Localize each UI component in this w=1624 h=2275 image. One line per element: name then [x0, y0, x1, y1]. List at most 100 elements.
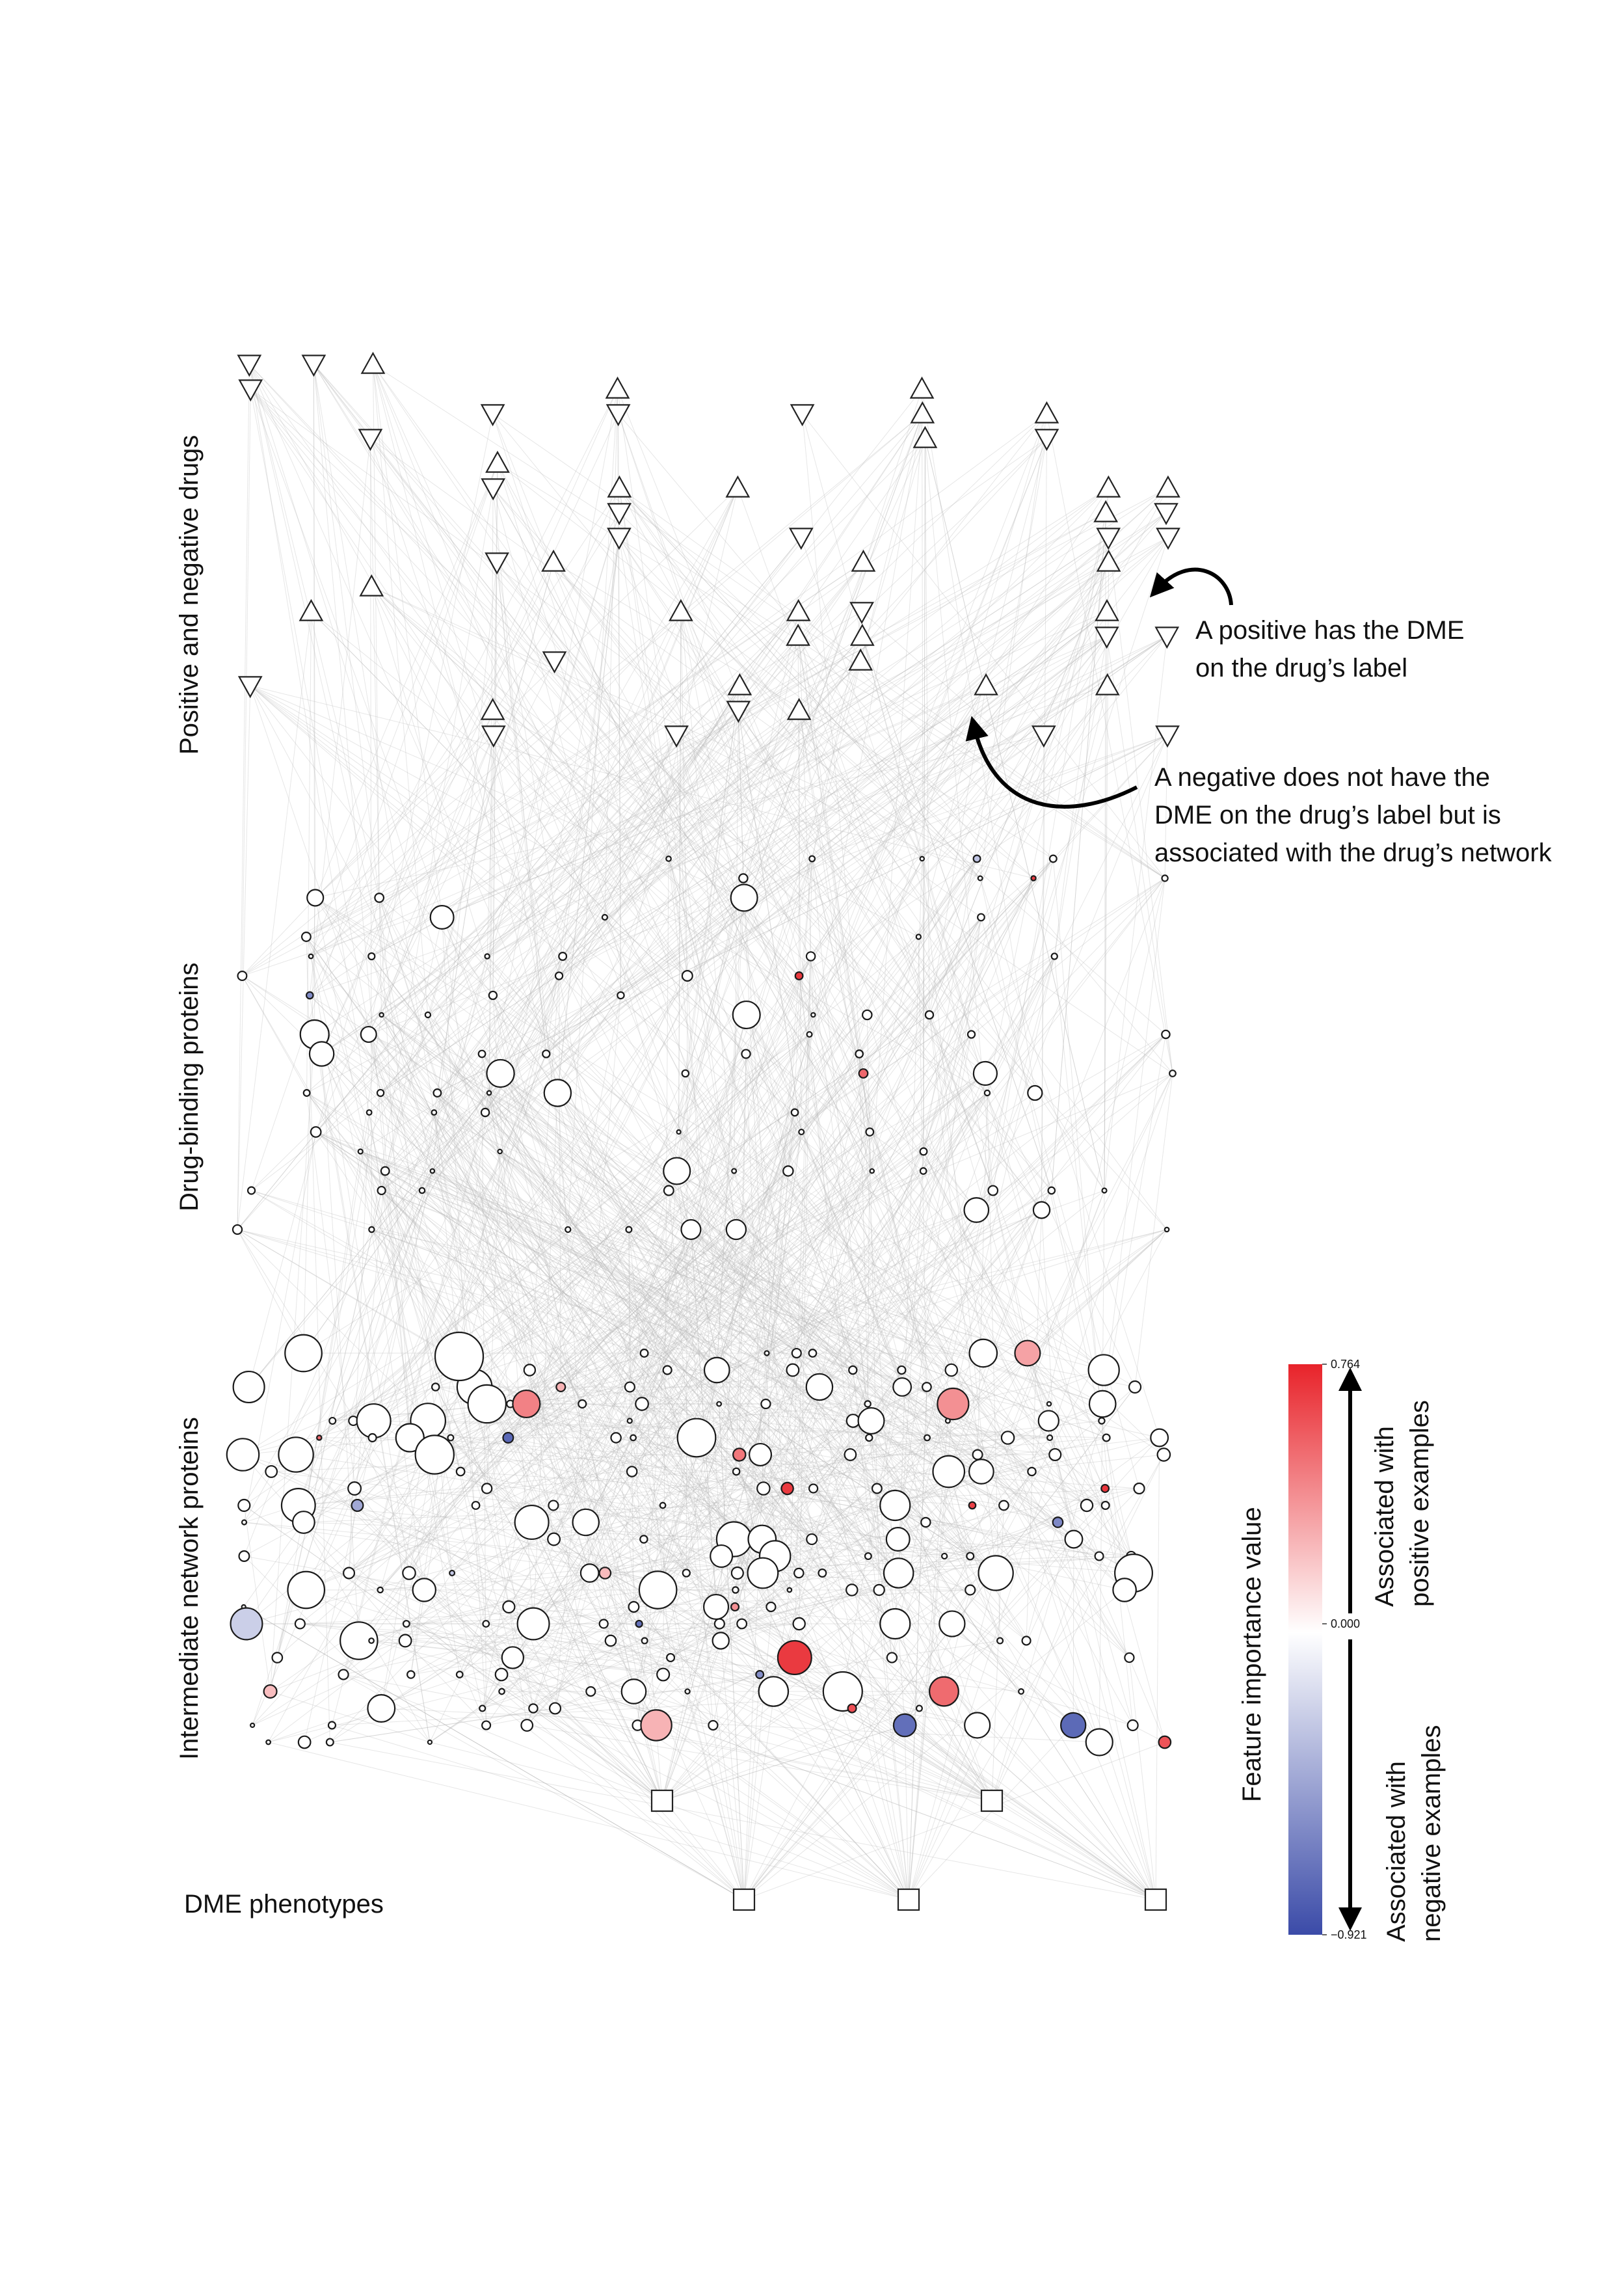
network-edge — [926, 1386, 1100, 1743]
network-edge — [526, 878, 1034, 1405]
binding-protein-node — [246, 1186, 256, 1195]
network-edge — [380, 956, 563, 1591]
network-edge — [629, 1190, 1052, 1421]
network-edge — [306, 936, 330, 1743]
network-edge — [429, 956, 812, 1743]
binding-protein-node — [300, 932, 312, 942]
network-edge — [242, 561, 864, 976]
binding-protein-node — [554, 971, 564, 980]
network-edge — [923, 438, 925, 1172]
network-edge — [812, 537, 1169, 859]
network-edge — [859, 1053, 971, 1591]
network-edge — [546, 487, 1169, 1055]
intermediate-protein-node — [502, 1600, 516, 1614]
network-edge — [437, 734, 1168, 1094]
network-edge — [409, 1190, 669, 1438]
network-edge — [668, 710, 799, 859]
network-edge — [678, 561, 1109, 1133]
network-edge — [306, 1092, 896, 1624]
network-edge — [859, 1053, 870, 1438]
network-edge — [680, 611, 981, 879]
network-edge — [604, 388, 619, 918]
network-edge — [371, 956, 812, 1540]
network-edge — [555, 1014, 747, 1709]
network-edge — [371, 561, 1109, 957]
network-edge — [510, 1403, 1165, 1743]
network-edge — [980, 917, 1140, 1489]
intermediate-protein-node — [635, 1397, 649, 1411]
network-edge — [298, 1437, 1107, 1506]
network-edge — [746, 1014, 1100, 1557]
binding-protein-node — [1161, 1029, 1171, 1040]
network-edge — [492, 487, 988, 1094]
network-edge — [908, 1471, 950, 1900]
network-edge — [687, 1691, 909, 1900]
binding-protein-node — [433, 1088, 442, 1097]
negative-drug-triangle — [358, 429, 383, 451]
intermediate-protein-node — [294, 1618, 306, 1630]
network-edge — [668, 1190, 872, 1421]
network-edge — [309, 995, 814, 1489]
binding-protein-node — [477, 1049, 486, 1058]
network-edge — [270, 1190, 993, 1692]
network-edge — [368, 734, 1168, 1035]
network-edge — [719, 1623, 992, 1801]
intermediate-protein-node — [938, 1610, 966, 1637]
binding-protein-node — [431, 1109, 438, 1116]
network-edge — [486, 1170, 789, 1405]
network-edge — [485, 487, 738, 1113]
network-edge — [951, 1190, 1052, 1371]
positive-drug-triangle — [1096, 549, 1121, 572]
network-edge — [1072, 1539, 1074, 1726]
network-edge — [775, 1369, 902, 1557]
network-edge — [661, 1471, 950, 1801]
network-edge — [492, 710, 814, 1016]
network-edge — [929, 1014, 1134, 1726]
network-edge — [773, 1691, 978, 1726]
network-edge — [663, 858, 669, 1675]
binding-protein-node — [676, 1129, 682, 1135]
network-edge — [667, 1369, 909, 1900]
network-edge — [868, 1437, 1130, 1658]
network-edge — [643, 1034, 1166, 1540]
network-edge — [661, 1640, 721, 1801]
network-edge — [789, 956, 812, 1591]
intermediate-protein-node — [291, 1511, 315, 1534]
intermediate-protein-node — [732, 1467, 741, 1476]
network-edge — [252, 858, 1054, 1726]
intermediate-protein-node — [710, 1544, 734, 1568]
network-edge — [421, 1190, 812, 1540]
intermediate-protein-node — [278, 1436, 314, 1473]
network-edge — [668, 1190, 1022, 1692]
network-edge — [908, 1572, 996, 1900]
intermediate-protein-node — [481, 1720, 492, 1730]
network-edge — [360, 1151, 920, 1709]
network-edge — [486, 1073, 686, 1489]
network-edge — [901, 1386, 944, 1692]
network-edge — [500, 1073, 799, 1574]
network-edge — [510, 1403, 869, 1557]
intermediate-protein-node — [944, 1363, 959, 1377]
network-edge — [276, 1131, 870, 1658]
intermediate-protein-node — [351, 1498, 364, 1513]
network-edge — [1051, 487, 1109, 1191]
network-edge — [546, 561, 1109, 1055]
network-edge — [488, 1092, 996, 1574]
network-edge — [349, 1572, 663, 1801]
binding-protein-node — [1027, 1084, 1043, 1101]
network-edge — [1027, 1353, 1087, 1506]
network-edge — [499, 1151, 978, 1455]
negative-drug-triangle — [542, 651, 567, 674]
network-edge — [618, 413, 870, 1133]
network-edge — [244, 1403, 527, 1557]
network-edge — [743, 1589, 1125, 1900]
network-edge — [591, 1488, 1139, 1692]
network-edge — [251, 537, 1109, 1191]
network-edge — [562, 956, 899, 1574]
binding-protein-node — [919, 1147, 928, 1156]
network-edge — [250, 685, 563, 957]
network-edge — [482, 858, 1054, 1709]
network-edge — [604, 512, 1167, 918]
network-edge — [904, 1229, 1167, 1726]
network-edge — [306, 710, 739, 1094]
